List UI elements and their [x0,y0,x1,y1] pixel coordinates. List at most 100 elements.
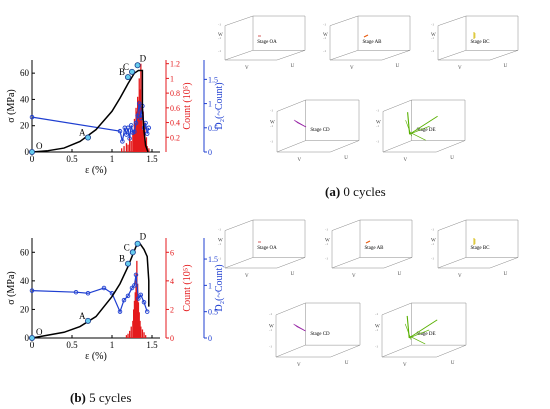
stage-axis-u: U [398,272,402,277]
count-bar [139,320,141,338]
stage-plot-stage-bc: W V U -1 -1 -1 Stage BC [431,15,519,71]
stage-axis-u: U [291,272,295,277]
stage-point-label-O: O [36,141,43,151]
count-tick-label: 0.2 [170,133,180,142]
stage-tick-label: -1 [431,242,434,246]
stage-axis-w: W [218,33,223,38]
fractal-point [120,139,125,144]
fractal-point [138,292,144,298]
fractal-point [133,120,139,126]
stage-point-label-A: A [79,128,86,138]
count-bar [137,100,140,152]
stage-point-C [129,249,136,256]
stage-trace [409,115,438,135]
count-bar [134,292,136,338]
stage-axis-v: V [352,274,356,279]
stage-tick-label: -1 [218,49,221,53]
stage-tick-label: -1 [218,36,221,40]
x-tick-label: 0.5 [66,154,78,164]
stage-edge [275,344,306,358]
stage-tick-label: -1 [269,328,272,332]
fractal-point [146,125,152,131]
stage-trace [409,125,430,135]
stage-tick-label: -1 [431,256,434,260]
count-bar [127,333,129,338]
fractal-tick-label: 0 [208,148,212,157]
stage-trace [405,120,412,137]
count-bar [130,326,132,338]
count-bar [148,148,150,152]
fractal-point [29,114,35,120]
fractal-point [117,309,123,314]
stage-tick-label: -1 [431,49,434,53]
stage-tick-label: -1 [218,228,221,232]
stage-plot-stage-cd: W V U -1 -1 -1 Stage CD [269,302,361,368]
stage-axis-w: W [270,120,275,125]
stage-axis-w: W [431,33,436,38]
count-bar [141,129,144,152]
count-axis-label: Count (10⁵) [182,82,193,129]
fractal-tick-label: 0.5 [208,124,218,133]
x-axis-label: ε (%) [85,165,107,176]
count-bar [132,320,134,338]
stage-axis-u: U [451,361,455,366]
count-tick-label: 1.2 [170,60,180,69]
stage-axis-w: W [375,324,380,329]
stage-edge [489,257,519,269]
count-bar [132,129,134,152]
stage-axis-w: W [269,324,274,329]
stage-tick-label: -1 [218,23,221,27]
fractal-point [136,296,141,301]
stage-trace [296,122,307,128]
fractal-point [141,299,147,305]
stage-plot-stage-ab: W V U -1 -1 -1 Stage AB [325,219,413,279]
fractal-tick-label: 1.5 [208,255,218,264]
fractal-point [127,136,132,141]
fractal-point [144,309,150,314]
stage-tick-label: -1 [269,344,272,348]
stage-axis-u: U [504,272,508,277]
fractal-point [132,283,137,288]
stage-edge [329,50,359,61]
stage-back-face [305,302,361,346]
count-bar [143,133,145,152]
stage-back-face [252,219,306,258]
stage-point-label-D: D [140,53,147,63]
count-tick-label: 0 [170,334,174,343]
count-bar [134,122,136,152]
stage-edge [224,219,254,231]
stage-edge [437,50,467,61]
count-bar [145,137,148,152]
x-tick-label: 1 [110,154,115,164]
stage-tick-label: -1 [431,23,434,27]
stage-axis-v: V [350,66,354,71]
stage-tick-label: -1 [269,312,272,316]
stage-trace [363,34,369,38]
stage-trace [296,326,306,332]
count-bar [125,143,128,152]
stage-point-label-D: D [140,232,147,242]
stage-plot-stage-bc: W V U -1 -1 -1 Stage BC [431,219,519,279]
x-tick-label: 1.5 [146,340,158,350]
stage-edge [382,99,412,112]
caption-b-letter: (b) [70,390,86,405]
stage-back-face [411,302,467,346]
fractal-point [73,289,79,295]
stage-tick-label: -1 [323,49,326,53]
stage-point-label-C: C [124,242,130,252]
stage-axis-v: V [403,363,407,368]
count-bar [129,330,131,338]
stage-trace [409,329,430,339]
count-bar [133,309,135,338]
x-axis-label: ε (%) [85,351,107,362]
stage-edge [224,50,254,61]
stage-edge [331,257,361,269]
stage-label: Stage OA [257,40,277,45]
stage-edge [437,15,467,26]
stage-axis-v: V [404,158,408,163]
stage-tick-label: -1 [323,23,326,27]
count-bar [136,111,138,152]
stage-tick-label: -1 [375,328,378,332]
